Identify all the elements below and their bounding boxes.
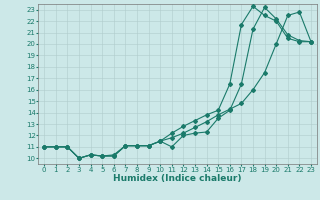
X-axis label: Humidex (Indice chaleur): Humidex (Indice chaleur) [113,174,242,183]
